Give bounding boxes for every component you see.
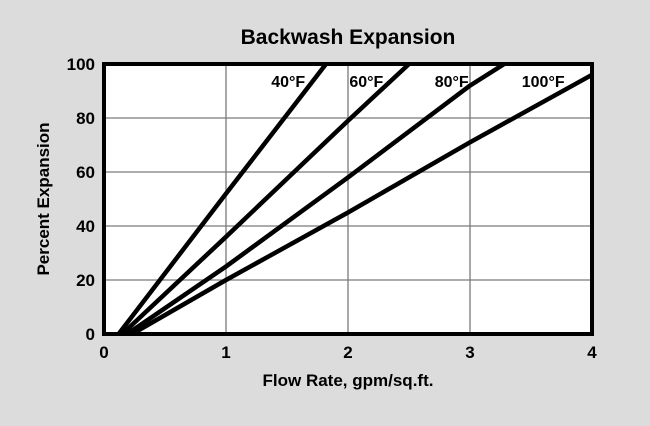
- x-tick-label: 2: [343, 343, 352, 362]
- series-line-40f: [116, 62, 328, 336]
- x-tick-label: 4: [587, 343, 597, 362]
- x-axis-title: Flow Rate, gpm/sq.ft.: [262, 371, 434, 390]
- series-label-100f: 100°F: [522, 74, 565, 91]
- x-tick-label: 3: [465, 343, 474, 362]
- y-tick-label: 100: [67, 55, 95, 74]
- chart-title: Backwash Expansion: [240, 26, 456, 49]
- y-tick-label: 0: [86, 325, 95, 344]
- y-axis-title: Percent Expansion: [34, 122, 53, 276]
- plot-border: [102, 62, 594, 336]
- y-tick-label: 40: [76, 217, 95, 236]
- series-label-60f: 60°F: [349, 74, 383, 91]
- series-line-80f: [125, 62, 506, 336]
- series-label-40f: 40°F: [271, 74, 305, 91]
- x-tick-label: 1: [221, 343, 230, 362]
- y-tick-label: 80: [76, 109, 95, 128]
- series-line-60f: [120, 62, 411, 336]
- y-tick-label: 60: [76, 163, 95, 182]
- series-line-100f: [130, 72, 594, 336]
- series-label-80f: 80°F: [435, 74, 469, 91]
- y-tick-label: 20: [76, 271, 95, 290]
- x-tick-label: 0: [99, 343, 108, 362]
